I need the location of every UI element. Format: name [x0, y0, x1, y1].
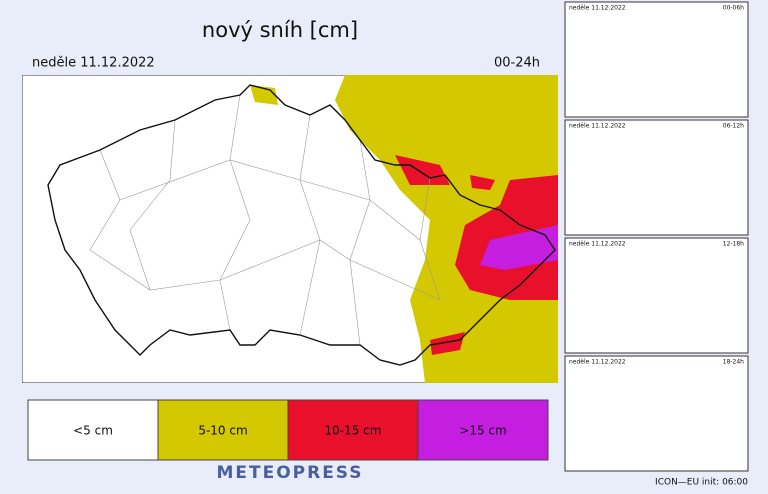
panel-frame	[564, 119, 749, 236]
forecast-panel: neděle 11.12.2022 00-06h	[564, 1, 749, 118]
map-date: neděle 11.12.2022	[32, 56, 155, 71]
panel-frame	[564, 1, 749, 118]
panel-period: 12-18h	[723, 241, 744, 248]
legend-label: 10-15 cm	[325, 424, 382, 438]
panel-frame	[564, 237, 749, 354]
legend-label: 5-10 cm	[198, 424, 247, 438]
legend: <5 cm 5-10 cm 10-15 cm >15 cm	[27, 399, 549, 461]
panel-date: neděle 11.12.2022	[569, 241, 626, 248]
main-map	[22, 75, 558, 383]
map-period: 00-24h	[494, 56, 540, 71]
brand: METEOPRESS	[216, 463, 363, 483]
forecast-panel: neděle 11.12.2022 12-18h	[564, 237, 749, 354]
panel-date: neděle 11.12.2022	[569, 359, 626, 366]
panel-date: neděle 11.12.2022	[569, 123, 626, 130]
forecast-panel: neděle 11.12.2022 06-12h	[564, 119, 749, 236]
panel-frame	[564, 355, 749, 472]
panel-period: 00-06h	[723, 5, 744, 12]
legend-label: >15 cm	[459, 424, 506, 438]
map-title: nový sníh [cm]	[202, 18, 358, 42]
panel-period: 06-12h	[723, 123, 744, 130]
forecast-panel: neděle 11.12.2022 18-24h	[564, 355, 749, 472]
legend-label: <5 cm	[73, 424, 113, 438]
panel-date: neděle 11.12.2022	[569, 5, 626, 12]
panel-period: 18-24h	[723, 359, 744, 366]
model-info: ICON—EU init: 06:00	[655, 478, 748, 488]
